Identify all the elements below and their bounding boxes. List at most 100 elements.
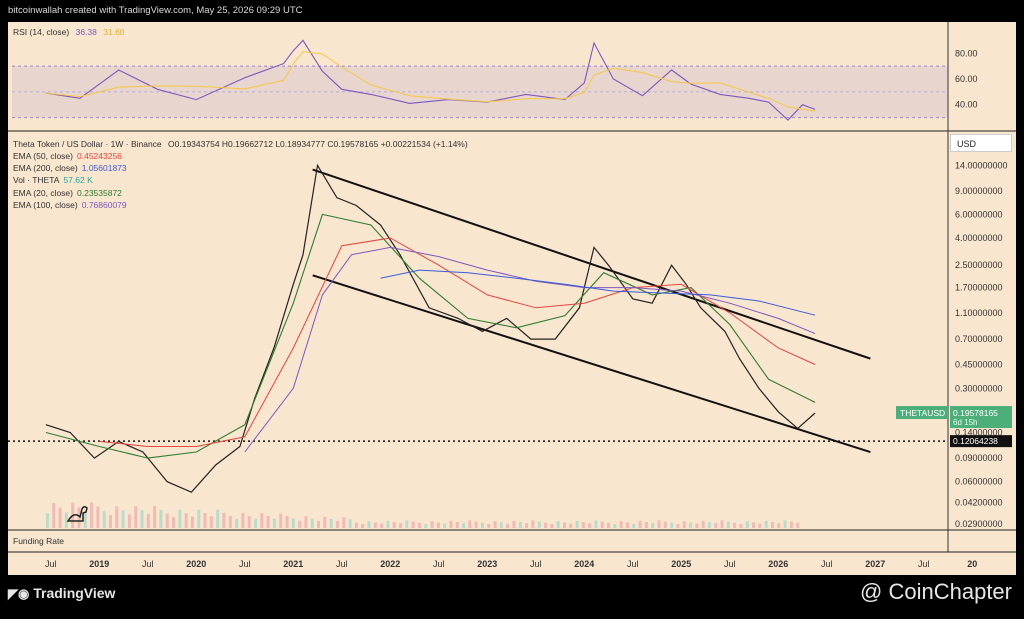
ohlc-values: O0.19343754 H0.19662712 L0.18934777 C0.1… [168,139,468,149]
volume-bar [254,518,258,528]
volume-bar [417,522,421,528]
dino-icon [66,505,88,522]
volume-bar [663,521,667,528]
time-tick-label: 2019 [89,559,109,569]
volume-bar [121,510,125,528]
volume-bar [733,522,737,528]
tradingview-logo[interactable]: ◤◉ TradingView [8,585,115,602]
volume-bar [380,523,384,528]
volume-bar [707,522,711,528]
last-price-symbol-tag [896,406,948,420]
volume-bar [670,522,674,528]
price-tick-label: 6.00000000 [955,209,1003,219]
tv-logo-text: TradingView [33,585,116,601]
price-tick-label: 0.04200000 [955,497,1003,507]
time-tick-label: 2023 [477,559,497,569]
volume-bar [600,521,604,528]
volume-bar [588,523,592,528]
time-tick-label: Jul [45,559,57,569]
indicator-legend-item[interactable]: Vol · THETA 57.62 K [13,175,93,185]
volume-bar [348,519,352,528]
indicator-value: 0.23535872 [77,187,122,198]
volume-bar [594,520,598,528]
symbol-legend[interactable]: Theta Token / US Dollar · 1W · Binance O… [13,139,468,149]
time-tick-label: Jul [821,559,833,569]
volume-bar [632,523,636,528]
indicator-value: 1.05601873 [81,163,127,174]
volume-bar [241,513,245,528]
volume-bar [682,521,686,528]
rsi-tick-label: 40.00 [955,100,978,110]
volume-bar [512,520,516,528]
indicator-value: 57.62 K [63,175,93,186]
volume-bar [52,503,56,528]
indicator-legend-item[interactable]: EMA (50, close) 0.45243256 [13,151,122,161]
ema200-line [380,269,816,316]
volume-bar [405,520,409,528]
time-tick-label: Jul [530,559,542,569]
volume-bar [134,506,138,528]
volume-bar [146,513,150,528]
volume-bar [493,521,497,528]
price-tick-label: 14.00000000 [955,160,1008,170]
volume-bar [676,524,680,528]
indicator-legend-item[interactable]: EMA (20, close) 0.23535872 [13,188,122,198]
volume-bar [619,521,623,528]
volume-bar [777,523,781,528]
volume-bar [127,514,131,528]
price-tick-label: 0.02900000 [955,519,1003,529]
volume-bar [323,516,327,528]
volume-bar [153,506,157,528]
level-price-tag [950,435,1012,448]
time-tick-label: 2021 [283,559,303,569]
indicator-label: EMA (50, close) [13,151,73,161]
volume-bar [216,509,220,528]
time-tick-label: Jul [433,559,445,569]
indicator-label: EMA (200, close) [13,163,78,174]
volume-bar [45,513,49,528]
volume-bar [354,522,358,528]
time-tick-label: 2027 [865,559,885,569]
volume-bar [638,520,642,528]
volume-bar [613,524,617,528]
volume-bar [228,516,232,528]
price-tick-label: 0.45000000 [955,360,1003,370]
volume-bar [172,517,176,528]
volume-bar [796,522,800,528]
volume-bar [562,522,566,528]
indicator-legend-item[interactable]: EMA (100, close) 0.76860079 [13,200,127,210]
volume-bar [90,502,94,528]
volume-bar [392,522,396,528]
currency-button[interactable]: USD [950,134,1012,152]
volume-bar [310,518,314,528]
volume-bar [651,523,655,528]
volume-bar [569,523,573,528]
volume-bar [474,521,478,528]
volume-bar [235,519,239,528]
volume-bar [544,522,548,528]
volume-bar [770,522,774,528]
rsi-tick-label: 60.00 [955,74,978,84]
time-tick-label: 2026 [768,559,788,569]
chart-area[interactable] [8,22,1016,575]
volume-bar [449,520,453,528]
volume-bar [83,511,87,528]
volume-bar [499,522,503,528]
price-line [45,163,816,493]
rsi-legend: RSI (14, close) 36.38 31.60 [13,27,125,37]
volume-bar [657,520,661,528]
time-tick-label: Jul [239,559,251,569]
time-tick-label: Jul [627,559,639,569]
volume-bar [537,521,541,528]
volume-bar [468,520,472,528]
rsi-tick-label: 80.00 [955,48,978,58]
volume-bar [115,506,119,528]
volume-bar [335,520,339,528]
price-tick-label: 2.50000000 [955,260,1003,270]
indicator-legend-item[interactable]: EMA (200, close) 1.05601873 [13,163,127,173]
tv-logo-icon: ◤◉ [8,586,30,601]
time-tick-label: Jul [918,559,930,569]
volume-bars [45,502,800,528]
volume-bar [783,520,787,528]
